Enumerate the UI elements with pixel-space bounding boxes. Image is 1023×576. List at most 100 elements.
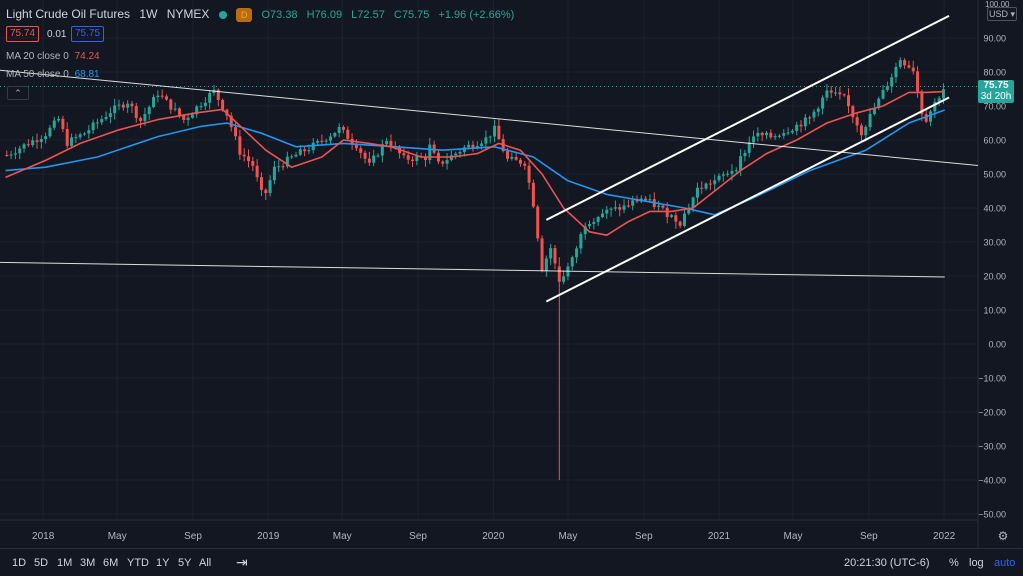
candle-body bbox=[91, 122, 95, 131]
candle-body bbox=[9, 154, 13, 156]
y-tick-label: 90.00 bbox=[983, 34, 1006, 44]
range-5y[interactable]: 5Y bbox=[178, 557, 192, 569]
auto-toggle[interactable]: auto bbox=[994, 557, 1016, 569]
candle-body bbox=[644, 198, 648, 201]
candle-body bbox=[126, 103, 130, 108]
candle-body bbox=[881, 90, 885, 99]
candle-body bbox=[52, 120, 56, 128]
candle-body bbox=[760, 132, 764, 136]
candle-body bbox=[208, 92, 212, 103]
candle-body bbox=[121, 104, 125, 108]
ma50-legend[interactable]: MA 50 close 0 68.81 bbox=[6, 69, 100, 80]
candle-body bbox=[247, 156, 251, 162]
range-1y[interactable]: 1Y bbox=[156, 557, 170, 569]
candle-body bbox=[18, 148, 22, 154]
range-6m[interactable]: 6M bbox=[103, 557, 119, 569]
goto-date-icon[interactable]: ⇥ bbox=[236, 554, 248, 570]
candle-body bbox=[333, 132, 337, 137]
candle-body bbox=[26, 144, 30, 146]
range-all[interactable]: All bbox=[199, 557, 212, 569]
candle-body bbox=[497, 125, 501, 140]
candle-body bbox=[695, 187, 699, 198]
log-toggle[interactable]: log bbox=[969, 557, 984, 569]
candle-body bbox=[523, 163, 527, 166]
x-tick-label: May bbox=[333, 531, 352, 542]
trendline bbox=[545, 96, 950, 303]
candle-body bbox=[406, 155, 410, 160]
ask-box[interactable]: 75.75 bbox=[71, 26, 105, 42]
candle-body bbox=[544, 258, 548, 271]
x-tick-label: 2021 bbox=[708, 531, 731, 542]
candle-body bbox=[100, 119, 104, 123]
candle-body bbox=[790, 130, 794, 133]
candle-body bbox=[113, 105, 117, 114]
trendline bbox=[0, 69, 979, 166]
candle-body bbox=[147, 107, 151, 115]
currency-selector[interactable]: USD ▾ bbox=[987, 7, 1017, 21]
candle-body bbox=[924, 114, 928, 122]
candle-body bbox=[622, 205, 626, 210]
candle-body bbox=[458, 152, 462, 154]
candle-body bbox=[242, 154, 246, 157]
candle-body bbox=[376, 155, 380, 157]
candle-body bbox=[756, 132, 760, 137]
candle-body bbox=[454, 153, 458, 156]
range-3m[interactable]: 3M bbox=[80, 557, 96, 569]
candle-body bbox=[44, 136, 48, 140]
candle-body bbox=[35, 140, 39, 142]
candle-body bbox=[588, 223, 592, 227]
interval-label[interactable]: 1W bbox=[139, 7, 158, 21]
candle-body bbox=[864, 126, 868, 136]
y-tick-label: 30.00 bbox=[983, 238, 1006, 248]
candle-body bbox=[203, 102, 207, 107]
ma20-value: 74.24 bbox=[74, 51, 100, 62]
candle-body bbox=[786, 132, 790, 134]
y-tick-label: 10.00 bbox=[983, 306, 1006, 316]
symbol-name[interactable]: Light Crude Oil Futures bbox=[6, 7, 131, 21]
y-tick-label: −20.00 bbox=[978, 408, 1006, 418]
candle-body bbox=[484, 137, 488, 144]
trendline bbox=[0, 261, 945, 278]
ma20-legend[interactable]: MA 20 close 0 74.24 bbox=[6, 51, 100, 62]
candle-body bbox=[238, 136, 242, 155]
candle-body bbox=[467, 144, 471, 148]
candle-body bbox=[70, 137, 74, 146]
candle-body bbox=[920, 91, 924, 115]
candle-body bbox=[596, 216, 600, 222]
candle-body bbox=[216, 89, 220, 101]
range-1m[interactable]: 1M bbox=[57, 557, 73, 569]
candle-body bbox=[872, 108, 876, 114]
candle-body bbox=[708, 183, 712, 185]
candle-body bbox=[734, 170, 738, 172]
bar-countdown: 3d 20h bbox=[980, 91, 1012, 102]
price-chart[interactable]: 90.00 80.00 70.00 60.00 50.00 40.00 30.00 20.00… bbox=[0, 0, 1023, 548]
candle-body bbox=[717, 175, 721, 181]
bid-box[interactable]: 75.74 bbox=[6, 26, 40, 42]
candle-body bbox=[514, 157, 518, 160]
range-ytd[interactable]: YTD bbox=[127, 557, 149, 569]
candle-body bbox=[130, 103, 134, 107]
candle-body bbox=[359, 148, 363, 153]
symbol-header[interactable]: Light Crude Oil Futures 1W NYMEX D O73.3… bbox=[6, 7, 526, 22]
candle-body bbox=[687, 207, 691, 214]
x-tick-label: Sep bbox=[635, 531, 653, 542]
percent-toggle[interactable]: % bbox=[949, 557, 959, 569]
y-tick-label: 50.00 bbox=[983, 170, 1006, 180]
ma50-label: MA 50 close 0 bbox=[6, 69, 69, 80]
candle-body bbox=[354, 143, 358, 149]
candle-body bbox=[859, 125, 863, 136]
collapse-legend-button[interactable]: ⌃ bbox=[7, 86, 29, 100]
range-1d[interactable]: 1D bbox=[12, 557, 27, 569]
candle-body bbox=[847, 95, 851, 107]
chart-settings-icon[interactable]: ⚙ bbox=[998, 529, 1009, 543]
y-tick-label: 0.00 bbox=[988, 340, 1006, 350]
clock-readout[interactable]: 20:21:30 (UTC-6) bbox=[844, 557, 930, 569]
candle-body bbox=[579, 234, 583, 249]
candle-body bbox=[251, 161, 255, 166]
candle-body bbox=[48, 127, 52, 137]
candle-body bbox=[657, 205, 661, 207]
y-tick-label: 70.00 bbox=[983, 102, 1006, 112]
chart-background bbox=[0, 0, 1023, 548]
candle-body bbox=[385, 140, 389, 145]
range-5d[interactable]: 5D bbox=[34, 557, 49, 569]
